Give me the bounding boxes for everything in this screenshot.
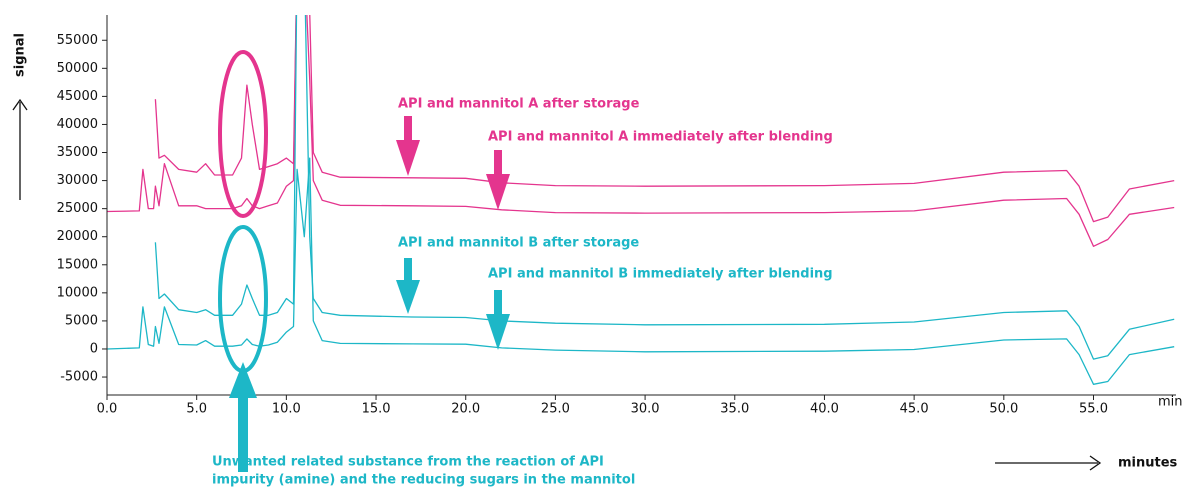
x-tick-label: 15.0 (362, 402, 391, 417)
highlight-ellipse (218, 50, 268, 218)
y-tick-label: 15000 (57, 257, 98, 272)
x-tick-label: 45.0 (900, 402, 929, 417)
x-axis-label: minutes (1118, 456, 1178, 471)
x-tick-label: 0.0 (97, 402, 118, 417)
annotation: API and mannitol B after storage (398, 236, 639, 251)
annotation: API and mannitol B immediately after ble… (488, 267, 833, 282)
series-line (107, 15, 1175, 247)
x-tick-label: 25.0 (541, 402, 570, 417)
plot-area (107, 15, 1175, 385)
y-tick-label: -5000 (60, 370, 98, 385)
arrow (396, 258, 420, 314)
y-tick-label: 20000 (57, 229, 98, 244)
y-axis-label: signal (13, 33, 28, 77)
annotation: API and mannitol A immediately after ble… (488, 130, 833, 145)
arrow (486, 290, 510, 350)
x-arrow-head (1089, 455, 1102, 471)
series-line (154, 15, 1175, 223)
arrow (396, 116, 420, 176)
arrow (229, 362, 257, 472)
arrow (486, 150, 510, 210)
x-tick-label: 5.0 (186, 402, 207, 417)
y-tick-label: 0 (90, 341, 98, 356)
series-line (154, 15, 1175, 360)
y-tick-label: 10000 (57, 285, 98, 300)
x-tick-label: 10.0 (272, 402, 301, 417)
annotation: API and mannitol A after storage (398, 97, 640, 112)
x-tick-label: 55.0 (1079, 402, 1108, 417)
note: Unwanted related substance from the reac… (212, 455, 604, 470)
x-tick-label: 30.0 (631, 402, 660, 417)
y-tick-label: 30000 (57, 173, 98, 188)
note: impurity (amine) and the reducing sugars… (212, 473, 635, 487)
y-tick-label: 5000 (65, 313, 98, 328)
series-line (107, 157, 1175, 385)
y-tick-label: 50000 (57, 61, 98, 76)
y-tick-label: 25000 (57, 201, 98, 216)
x-unit: min (1158, 395, 1183, 410)
x-tick-label: 20.0 (451, 402, 480, 417)
x-tick-label: 50.0 (989, 402, 1018, 417)
y-arrow-head (12, 98, 28, 111)
y-tick-label: 40000 (57, 117, 98, 132)
x-tick-label: 35.0 (720, 402, 749, 417)
y-tick-label: 55000 (57, 33, 98, 48)
x-tick-label: 40.0 (810, 402, 839, 417)
y-tick-label: 45000 (57, 89, 98, 104)
y-tick-label: 35000 (57, 145, 98, 160)
